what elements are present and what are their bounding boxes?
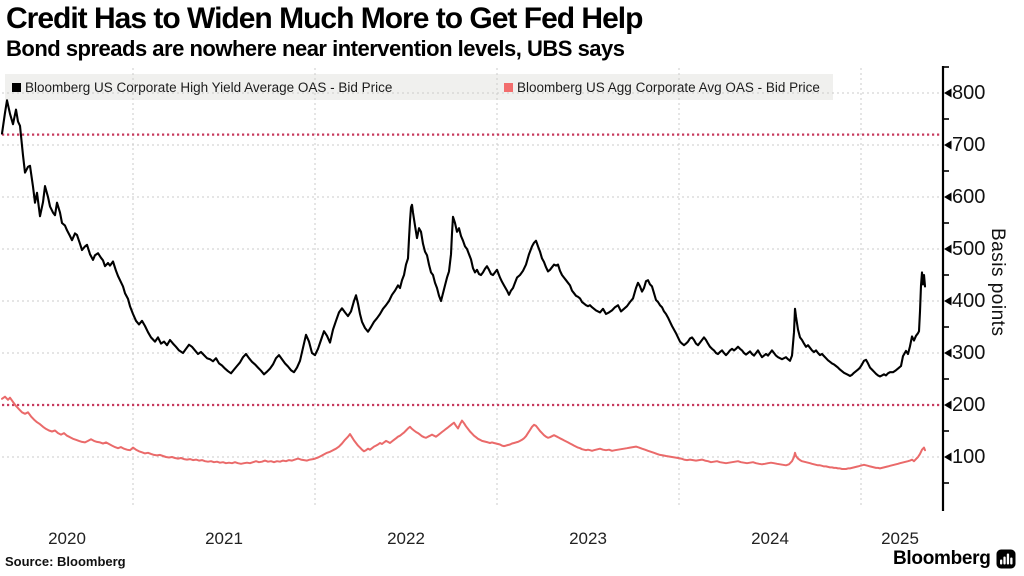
major-tick-marker [944, 296, 952, 306]
major-tick-marker [944, 348, 952, 358]
x-tick-label-2023: 2023 [569, 529, 607, 548]
bloomberg-logo-icon [996, 549, 1016, 569]
major-tick-marker [944, 88, 952, 98]
y-tick-label-100: 100 [952, 446, 986, 468]
y-tick-label-300: 300 [952, 342, 986, 364]
legend-label-high-yield: Bloomberg US Corporate High Yield Averag… [25, 79, 393, 95]
bloomberg-logo-text: Bloomberg [893, 548, 991, 569]
major-tick-marker [944, 400, 952, 410]
y-tick-label-800: 800 [952, 82, 986, 104]
page-subtitle: Bond spreads are nowhere near interventi… [6, 36, 625, 61]
x-tick-label-2025: 2025 [881, 529, 919, 548]
y-tick-label-500: 500 [952, 238, 986, 260]
legend-label-agg-corporate: Bloomberg US Agg Corporate Avg OAS - Bid… [517, 79, 820, 95]
major-tick-marker [944, 452, 952, 462]
legend-swatch-high-yield-icon [12, 82, 21, 92]
legend-background [5, 74, 833, 100]
agg-corporate-oas-line [1, 395, 926, 470]
page-title: Credit Has to Widen Much More to Get Fed… [6, 2, 643, 35]
y-tick-label-600: 600 [952, 186, 986, 208]
major-tick-marker [944, 140, 952, 150]
y-tick-label-400: 400 [952, 290, 986, 312]
legend-item-high-yield: Bloomberg US Corporate High Yield Averag… [12, 74, 392, 100]
legend-item-agg-corporate: Bloomberg US Agg Corporate Avg OAS - Bid… [504, 74, 820, 100]
bloomberg-logo: Bloomberg [893, 548, 1016, 570]
x-tick-label-2024: 2024 [751, 529, 789, 548]
high-yield-oas-line [0, 99, 927, 378]
legend-swatch-agg-corporate-icon [504, 82, 513, 92]
major-tick-marker [944, 244, 952, 254]
source-note: Source: Bloomberg [5, 554, 126, 569]
major-tick-marker [944, 192, 952, 202]
legend: Bloomberg US Corporate High Yield Averag… [5, 74, 833, 100]
y-tick-label-200: 200 [952, 394, 986, 416]
y-axis-title: Basis points [987, 228, 1008, 337]
x-tick-label-2021: 2021 [205, 529, 243, 548]
x-tick-label-2022: 2022 [387, 529, 425, 548]
x-tick-label-2020: 2020 [48, 529, 86, 548]
y-tick-label-700: 700 [952, 134, 986, 156]
